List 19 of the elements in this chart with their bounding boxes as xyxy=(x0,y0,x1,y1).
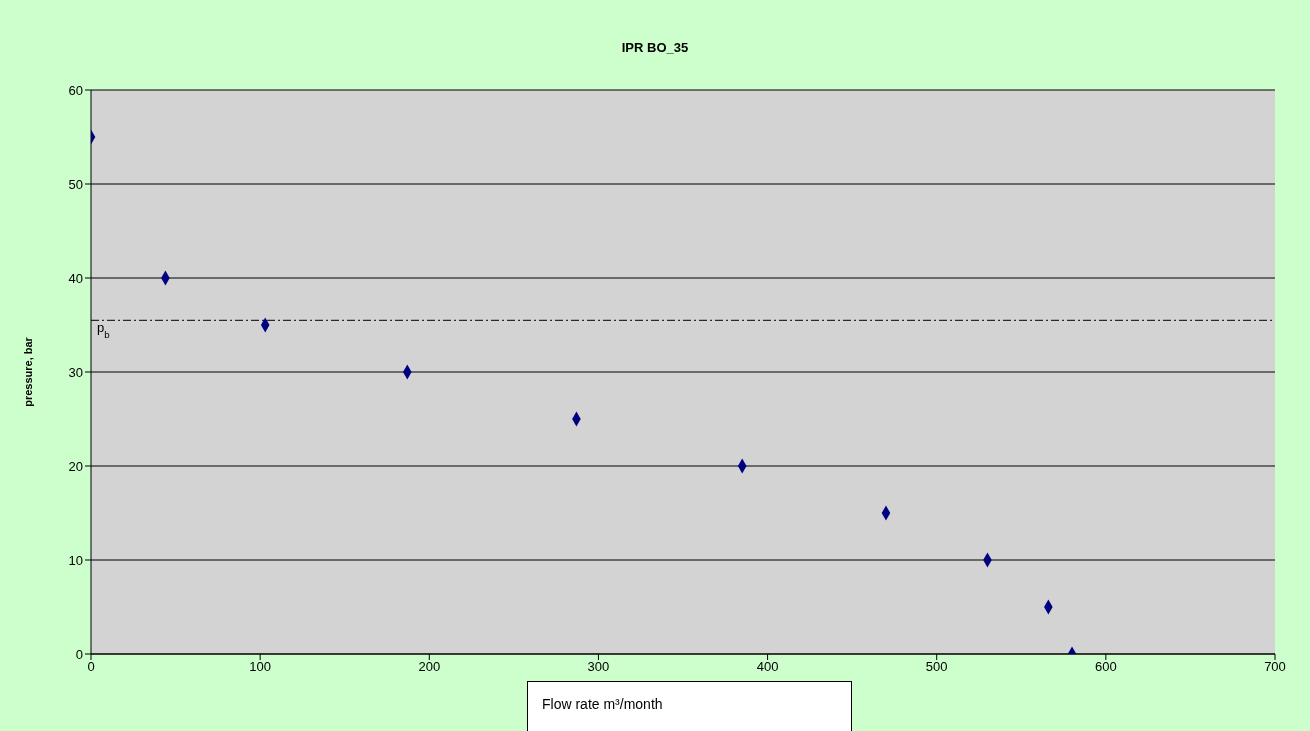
y-tick-label: 20 xyxy=(68,458,83,474)
y-tick-label: 40 xyxy=(68,270,83,286)
x-tick-label: 300 xyxy=(587,659,610,675)
y-tick-label: 50 xyxy=(68,176,83,192)
x-axis-title: Flow rate m³/month xyxy=(527,681,852,731)
chart-title: IPR BO_35 xyxy=(620,40,690,55)
ref-line-label: p$_{b}$ xyxy=(97,320,111,340)
y-tick-label: 60 xyxy=(68,82,83,98)
y-tick-label: 0 xyxy=(75,646,83,662)
x-tick-label: 600 xyxy=(1095,659,1117,675)
x-tick-label: 400 xyxy=(756,659,779,675)
x-tick-label: 200 xyxy=(418,659,441,675)
x-tick-label: 0 xyxy=(87,659,95,675)
x-tick-label: 100 xyxy=(249,659,271,675)
y-axis-title: pressure, bar xyxy=(21,336,34,407)
x-tick-label: 700 xyxy=(1264,659,1286,675)
y-tick-label: 30 xyxy=(68,364,83,380)
y-tick-label: 10 xyxy=(68,552,83,568)
x-tick-label: 500 xyxy=(925,659,948,675)
